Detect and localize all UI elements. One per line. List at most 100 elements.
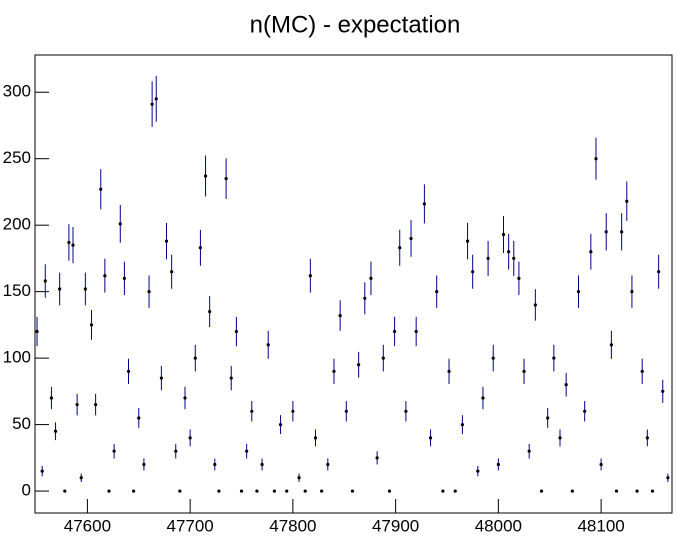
data-point	[308, 274, 312, 278]
data-point	[522, 369, 526, 374]
y-tick-label: 0	[22, 481, 31, 500]
data-point	[107, 489, 111, 493]
data-point	[245, 449, 249, 453]
data-point	[150, 102, 154, 106]
data-point	[35, 329, 39, 334]
data-point	[112, 449, 116, 453]
data-point	[40, 469, 44, 473]
data-point	[159, 376, 163, 380]
data-point	[137, 416, 141, 420]
data-point	[576, 290, 581, 294]
data-point	[552, 356, 556, 360]
data-point	[58, 287, 62, 291]
data-point	[357, 363, 361, 367]
data-point	[645, 436, 649, 440]
data-point	[609, 343, 613, 347]
data-point	[589, 250, 593, 254]
plot-frame	[34, 54, 673, 514]
y-tick-label: 50	[12, 414, 31, 433]
data-point	[83, 287, 87, 291]
data-point	[666, 476, 670, 480]
data-point	[630, 290, 634, 294]
data-point	[661, 389, 665, 393]
data-point	[154, 97, 158, 101]
data-point	[297, 476, 301, 480]
data-point	[266, 343, 270, 347]
x-tick-label: 47600	[64, 516, 111, 535]
data-point	[620, 230, 624, 234]
data-point	[507, 250, 511, 254]
data-point	[278, 422, 283, 427]
x-tick-label: 47700	[166, 516, 213, 535]
data-point	[89, 323, 94, 327]
data-point	[635, 489, 639, 493]
data-point	[625, 199, 629, 203]
data-point	[512, 256, 516, 261]
data-point	[381, 356, 385, 360]
data-point	[546, 416, 550, 420]
data-point	[517, 276, 521, 280]
data-point	[398, 246, 402, 250]
data-point	[285, 489, 289, 493]
data-point	[471, 270, 475, 274]
x-tick-label: 47800	[269, 516, 316, 535]
data-point	[99, 187, 103, 191]
data-point	[344, 409, 348, 413]
x-tick-label: 48000	[475, 516, 522, 535]
data-point	[260, 462, 264, 467]
data-point	[564, 383, 568, 387]
data-point	[491, 356, 495, 360]
y-tick-label: 150	[3, 281, 31, 300]
data-point	[338, 313, 342, 318]
data-point	[650, 489, 655, 493]
chart-title: n(MC) - expectation	[250, 11, 461, 38]
data-point	[447, 369, 451, 374]
data-point	[147, 290, 151, 294]
data-point	[428, 436, 433, 440]
data-point	[118, 222, 122, 226]
data-point	[453, 489, 457, 493]
data-point	[486, 256, 490, 261]
data-point	[213, 462, 217, 467]
data-point	[409, 236, 413, 241]
data-point	[657, 270, 661, 274]
data-point	[414, 329, 418, 334]
data-point	[404, 409, 408, 413]
y-tick-label: 200	[3, 215, 31, 234]
data-point	[43, 279, 47, 283]
data-point	[53, 429, 58, 433]
data-point	[583, 409, 587, 413]
data-point	[570, 489, 574, 493]
data-point	[79, 476, 83, 480]
data-point	[392, 329, 397, 334]
data-point	[203, 174, 208, 178]
data-point	[387, 489, 392, 493]
data-point	[188, 436, 192, 440]
data-point	[604, 230, 608, 234]
data-point	[164, 239, 169, 243]
data-point	[441, 489, 445, 493]
data-point	[217, 489, 221, 493]
data-point	[234, 329, 238, 334]
data-point	[239, 489, 244, 493]
data-point	[350, 489, 355, 493]
data-point	[599, 462, 603, 467]
data-point	[178, 489, 182, 493]
data-point	[255, 489, 259, 493]
x-tick-label: 48100	[577, 516, 624, 535]
data-point	[193, 356, 197, 360]
data-point	[363, 296, 367, 300]
data-point	[476, 469, 480, 473]
data-point	[465, 239, 470, 243]
data-point	[375, 456, 379, 460]
data-point	[67, 240, 71, 245]
data-point	[291, 409, 295, 413]
data-point	[594, 157, 598, 161]
y-tick-label: 250	[3, 148, 31, 167]
data-point	[122, 276, 126, 280]
data-point	[174, 449, 178, 453]
data-point	[208, 309, 212, 314]
data-point	[435, 290, 439, 294]
data-point	[614, 489, 619, 493]
